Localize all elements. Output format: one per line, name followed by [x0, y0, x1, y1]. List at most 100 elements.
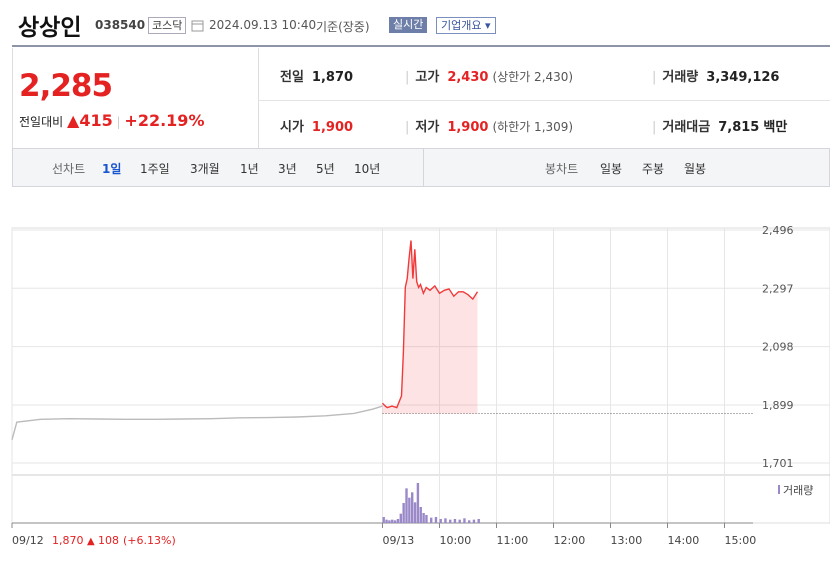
separator: | [652, 120, 657, 135]
volume-bar [419, 507, 422, 523]
y-tick-label: 1,701 [762, 457, 794, 470]
summary-value: 1,870 [311, 70, 354, 85]
summary-note: (하한가 1,309) [492, 120, 574, 134]
volume-bar [396, 519, 400, 523]
volume-bar [391, 519, 394, 523]
y-tick-label: 2,098 [762, 341, 794, 354]
volume-bar [468, 520, 471, 523]
summary-note: (상한가 2,430) [492, 70, 574, 84]
datetime: 2024.09.13 10:40 [209, 18, 317, 32]
volume-bar [405, 488, 408, 523]
separator: | [652, 70, 657, 85]
candle-chart-label: 봉차트 [545, 162, 579, 176]
summary-item: | 거래량 3,349,126 [652, 66, 779, 85]
y-tick-label: 2,297 [762, 282, 794, 295]
volume-bar [434, 517, 438, 523]
tab-divider [423, 149, 424, 186]
summary-item: | 거래대금 7,815 백만 [652, 116, 787, 135]
candle-tab[interactable]: 일봉 [600, 162, 623, 176]
area-fill [382, 240, 478, 414]
volume-bar [472, 519, 476, 523]
period-tab[interactable]: 10년 [354, 162, 381, 176]
price-line [11, 405, 383, 440]
volume-legend-swatch [778, 485, 780, 494]
footer-arrow: ▲ [87, 536, 95, 547]
y-tick-label: 1,899 [762, 399, 794, 412]
volume-bar [430, 517, 433, 523]
price-line [381, 240, 479, 409]
header-rule [12, 45, 830, 47]
volume-bar [399, 513, 402, 523]
summary-item: | 저가 1,900 (하한가 1,309) [405, 116, 573, 135]
summary-value: 3,349,126 [706, 70, 780, 85]
volume-bar [463, 518, 466, 523]
y-tick-label: 2,496 [762, 224, 794, 237]
footer-change-pct: (+6.13%) [123, 534, 176, 547]
volume-bar [453, 519, 457, 523]
summary-unit: 백만 [763, 120, 788, 135]
x-tick-label: 11:00 [497, 534, 529, 547]
basis: 기준(장중) [316, 20, 370, 34]
summary-item: 시가 1,900 [280, 116, 353, 135]
summary-label: 거래량 [662, 70, 699, 85]
change-row: 전일대비 ▲415 | +22.19% [19, 111, 205, 130]
period-tab[interactable]: 5년 [316, 162, 335, 176]
summary-value: 1,900 [311, 120, 354, 135]
summary-value: 7,815 [718, 120, 760, 135]
current-price: 2,285 [19, 68, 113, 104]
x-tick-label: 14:00 [668, 534, 700, 547]
separator: | [405, 70, 410, 85]
summary-label: 전일 [280, 70, 304, 85]
volume-bar [408, 497, 411, 523]
x-tick-label: 10:00 [440, 534, 472, 547]
volume-bar [425, 515, 428, 523]
summary-label: 고가 [415, 70, 440, 85]
change-pct: +22.19% [124, 111, 205, 130]
summary-label: 거래대금 [662, 120, 711, 135]
volume-bar [449, 519, 452, 523]
stock-code: 038540 [95, 18, 146, 32]
x-tick-label: 09/13 [383, 534, 415, 547]
stock-name: 상상인 [18, 15, 82, 41]
change: ▲415 [67, 111, 113, 130]
period-tab[interactable]: 3년 [278, 162, 297, 176]
volume-bar [416, 483, 420, 523]
tab-bar [12, 148, 830, 187]
calendar-icon [191, 20, 204, 32]
volume-bar [385, 519, 388, 523]
x-tick-label: 13:00 [611, 534, 643, 547]
x-tick-label: 09/12 [12, 534, 44, 547]
volume-legend: 거래량 [783, 484, 813, 497]
summary-label: 저가 [415, 120, 440, 135]
volume-bar [422, 513, 425, 523]
volume-bar [413, 502, 417, 523]
period-tab[interactable]: 3개월 [190, 162, 220, 176]
period-tab[interactable]: 1년 [240, 162, 259, 176]
period-tab[interactable]: 1주일 [140, 162, 170, 176]
change-label: 전일대비 [19, 115, 64, 129]
volume-bar [458, 519, 461, 523]
summary-label: 시가 [280, 120, 304, 135]
overview-label: 기업개요 [441, 19, 482, 32]
volume-bar [388, 520, 391, 523]
candle-tab[interactable]: 월봉 [684, 162, 707, 176]
period-tab[interactable]: 1일 [102, 162, 122, 176]
summary-item: 전일 1,870 [280, 66, 353, 85]
volume-bar [402, 503, 405, 523]
realtime-badge[interactable]: 실시간 [389, 17, 428, 33]
volume-bar [382, 517, 385, 523]
volume-bar [439, 519, 442, 523]
x-tick-label: 15:00 [725, 534, 757, 547]
overview-button[interactable]: 기업개요 ▾ [436, 17, 496, 34]
summary-row-divider [258, 100, 830, 101]
separator: | [405, 120, 410, 135]
footer-close: 1,870 [52, 534, 84, 547]
candle-tab[interactable]: 주봉 [642, 162, 665, 176]
summary-value: 1,900 [447, 120, 489, 135]
x-tick-label: 12:00 [554, 534, 586, 547]
market-badge: 코스닥 [148, 17, 187, 34]
volume-bar [393, 520, 397, 523]
change-value: 415 [79, 111, 113, 130]
